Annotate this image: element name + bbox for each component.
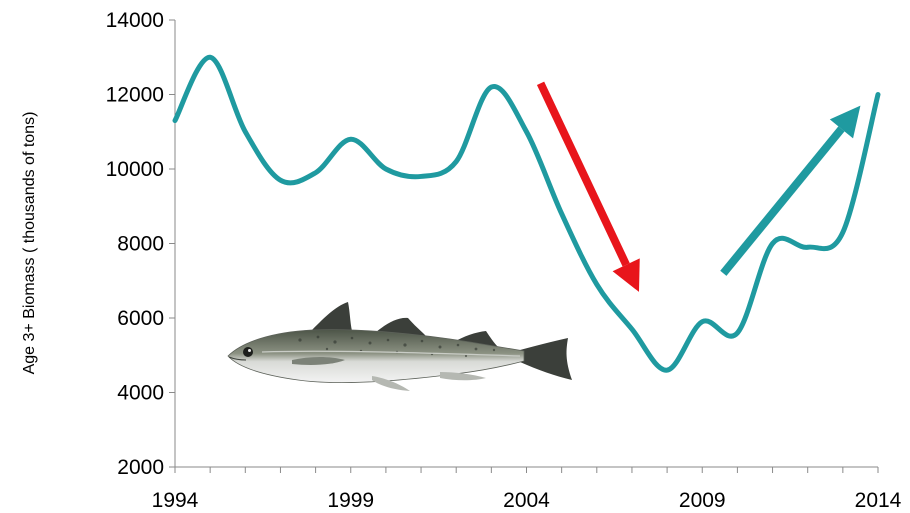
fish-pelvic-fin [372,376,410,391]
fish-speckles [298,335,496,358]
increase-arrow [720,105,861,276]
x-tick-label: 1994 [152,489,199,512]
fish-tail [520,338,572,380]
fish-dorsal-fin-1 [310,302,352,332]
y-tick-label: 12000 [106,84,164,107]
decline-arrow-shaft [536,81,630,267]
x-tick-group: 1994 1999 2004 2009 2014 [152,467,902,512]
y-tick-group: 2000 4000 6000 8000 10000 12000 14000 [106,9,175,479]
axes: 2000 4000 6000 8000 10000 12000 14000 1994 1999… [106,9,902,512]
fish-eye-highlight [248,349,251,352]
x-tick-label: 1999 [327,489,374,512]
decline-arrow-head [612,258,640,292]
increase-arrow-head [829,105,861,139]
x-tick-label: 2009 [679,489,726,512]
fish-lateral-line [261,350,521,357]
y-tick-label: 14000 [106,9,164,32]
y-tick-label: 2000 [117,456,164,479]
y-tick-label: 8000 [117,233,164,256]
decline-arrow [536,81,640,292]
series-layer [172,54,881,373]
y-tick-label: 6000 [117,307,164,330]
y-tick-label: 10000 [106,158,164,181]
y-tick-label: 4000 [117,382,164,405]
y-axis-title: Age 3+ Biomass ( thousands of tons) [21,112,38,375]
fish-body [227,329,525,384]
series-line [172,54,881,373]
x-tick-label: 2004 [503,489,550,512]
increase-arrow-shaft [720,126,845,276]
fish-pectoral-fin [292,357,345,365]
fish-anal-fin [440,372,486,381]
fish-eye [243,347,253,357]
x-tick-label: 2014 [855,489,902,512]
annotation-layer [536,81,861,292]
pollock-fish-icon [227,302,572,391]
fish-mouth [228,356,247,361]
